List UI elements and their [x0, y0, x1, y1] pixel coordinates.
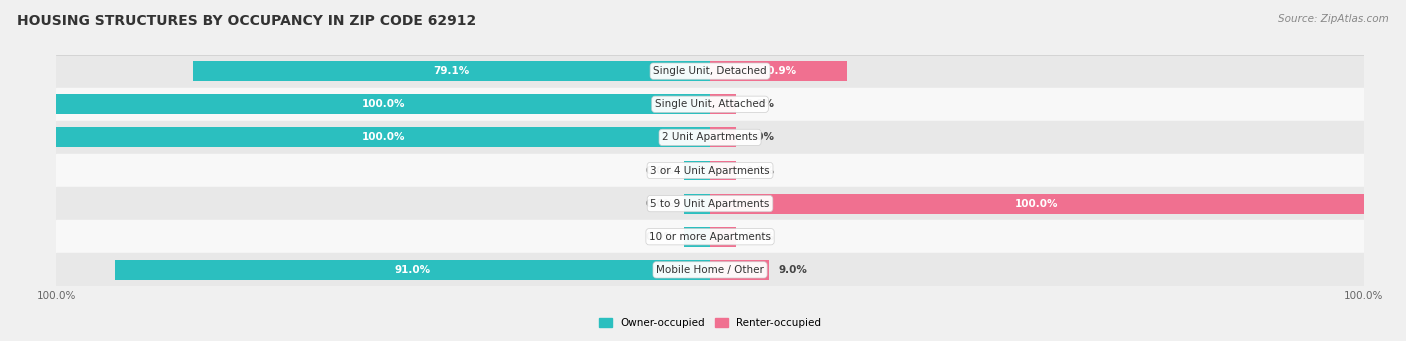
Text: 0.0%: 0.0%	[645, 232, 673, 242]
Bar	[56, 128, 710, 147]
Text: 5 to 9 Unit Apartments: 5 to 9 Unit Apartments	[651, 198, 769, 209]
Bar	[710, 260, 769, 280]
Text: 100.0%: 100.0%	[361, 132, 405, 143]
Text: 79.1%: 79.1%	[433, 66, 470, 76]
Bar	[683, 161, 710, 180]
Text: 100.0%: 100.0%	[361, 99, 405, 109]
Text: Single Unit, Detached: Single Unit, Detached	[654, 66, 766, 76]
Text: 0.0%: 0.0%	[645, 198, 673, 209]
Bar	[710, 161, 737, 180]
Bar	[56, 94, 710, 114]
Bar	[56, 88, 1364, 121]
Bar	[193, 61, 710, 81]
Bar	[56, 55, 1364, 88]
Text: Single Unit, Attached: Single Unit, Attached	[655, 99, 765, 109]
Bar	[56, 220, 1364, 253]
Text: 0.0%: 0.0%	[747, 132, 775, 143]
Text: 9.0%: 9.0%	[779, 265, 807, 275]
Text: HOUSING STRUCTURES BY OCCUPANCY IN ZIP CODE 62912: HOUSING STRUCTURES BY OCCUPANCY IN ZIP C…	[17, 14, 477, 28]
Text: 10 or more Apartments: 10 or more Apartments	[650, 232, 770, 242]
Text: Source: ZipAtlas.com: Source: ZipAtlas.com	[1278, 14, 1389, 24]
Bar	[683, 194, 710, 213]
Text: 2 Unit Apartments: 2 Unit Apartments	[662, 132, 758, 143]
Legend: Owner-occupied, Renter-occupied: Owner-occupied, Renter-occupied	[595, 314, 825, 332]
Bar	[56, 154, 1364, 187]
Text: 100.0%: 100.0%	[1015, 198, 1059, 209]
Text: Mobile Home / Other: Mobile Home / Other	[657, 265, 763, 275]
Bar	[710, 94, 737, 114]
Text: 20.9%: 20.9%	[761, 66, 796, 76]
Text: 0.0%: 0.0%	[747, 165, 775, 176]
Bar	[56, 187, 1364, 220]
Text: 3 or 4 Unit Apartments: 3 or 4 Unit Apartments	[650, 165, 770, 176]
Bar	[710, 227, 737, 247]
Bar	[710, 128, 737, 147]
Text: 0.0%: 0.0%	[747, 99, 775, 109]
Text: 0.0%: 0.0%	[747, 232, 775, 242]
Bar	[710, 194, 1364, 213]
Bar	[115, 260, 710, 280]
Text: 91.0%: 91.0%	[395, 265, 430, 275]
Bar	[710, 61, 846, 81]
Bar	[683, 227, 710, 247]
Bar	[56, 253, 1364, 286]
Text: 0.0%: 0.0%	[645, 165, 673, 176]
Bar	[56, 121, 1364, 154]
